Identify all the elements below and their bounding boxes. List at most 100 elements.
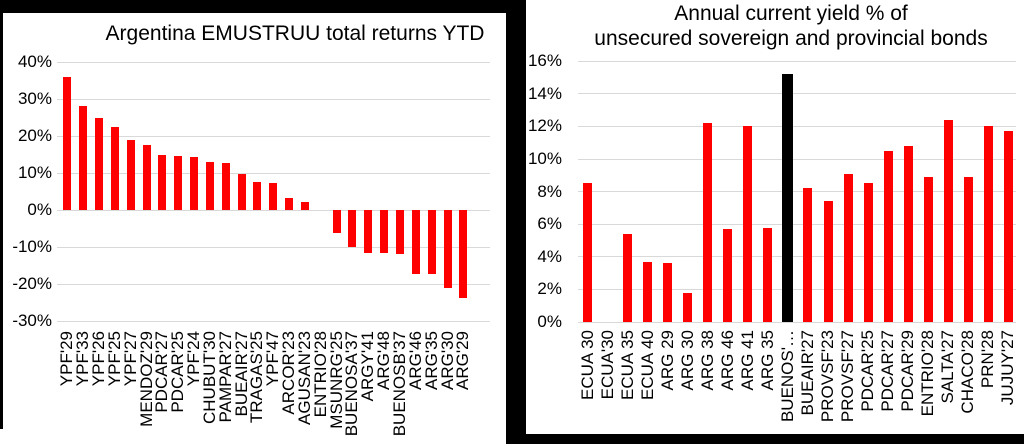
gridline xyxy=(578,93,1016,95)
y-axis-label: 12% xyxy=(527,116,562,136)
x-axis-label: PDCAR'29 xyxy=(898,330,918,412)
gridline xyxy=(578,125,1016,127)
x-axis-label: ARG 46 xyxy=(717,330,737,391)
gridline xyxy=(57,246,490,248)
bar-PDCAR'29 xyxy=(903,146,913,322)
bar-YPF'26 xyxy=(95,118,103,210)
gridline xyxy=(57,209,490,211)
gridline xyxy=(578,223,1016,225)
bar-ECUA 35 xyxy=(623,234,633,322)
bar-ARG 29 xyxy=(663,263,673,322)
gridline xyxy=(57,61,490,63)
gridline xyxy=(578,321,1016,323)
bar-PDCAR'27 xyxy=(158,154,167,210)
bar-MSUNRG'25 xyxy=(332,210,341,233)
bar-ARG 35 xyxy=(763,227,773,322)
gridline xyxy=(57,98,490,100)
gridline xyxy=(57,283,490,285)
right-chart-title: Annual current yield % of unsecured sove… xyxy=(566,1,1016,51)
bar-AGUSAN'23 xyxy=(300,201,309,210)
y-axis-label: 14% xyxy=(527,83,562,103)
bar-ARG'48 xyxy=(380,210,389,253)
y-axis-label: 40% xyxy=(17,52,52,71)
border-left-strip xyxy=(0,0,3,429)
x-axis-label: BUENOS'… xyxy=(777,330,797,423)
gridline xyxy=(578,288,1016,290)
x-axis-label: ECUA 40 xyxy=(637,330,657,400)
x-axis-label: PROVSF'23 xyxy=(818,330,837,423)
bar-TRAGAS'25 xyxy=(253,181,262,210)
x-axis-label: ARG 30 xyxy=(677,330,697,391)
gridline xyxy=(57,320,490,322)
x-axis-label: ARG'29 xyxy=(453,331,473,390)
x-axis-label: PROVSF'27 xyxy=(838,330,857,423)
bar-CHUBUT'30 xyxy=(205,161,214,210)
y-axis-label: 2% xyxy=(537,279,562,299)
bar-YPF'29 xyxy=(63,76,72,210)
right-chart-title-line1: Annual current yield % of xyxy=(674,2,908,25)
y-axis-label: 10% xyxy=(17,163,52,182)
x-axis-label: ECUA'30 xyxy=(597,330,617,400)
x-axis-label: ARG 35 xyxy=(757,330,777,391)
y-axis-label: 4% xyxy=(537,246,562,266)
bar-PDCAR'25 xyxy=(863,183,873,322)
x-axis-label: PDCAR'27 xyxy=(878,330,898,412)
y-axis-label: 8% xyxy=(537,181,562,201)
bar-BUENOS'… xyxy=(782,74,794,322)
bar-ARGY'41 xyxy=(364,210,373,253)
gridline xyxy=(57,172,490,174)
bar-SALTA'27 xyxy=(943,119,953,322)
y-axis-label: 0% xyxy=(27,200,52,219)
x-axis-label: SALTA'27 xyxy=(938,330,958,404)
x-axis-label: PDCAR'25 xyxy=(858,330,878,412)
x-axis-label: ENTRIO'28 xyxy=(918,330,938,417)
bar-BUENOSA'37 xyxy=(348,210,357,247)
x-axis-label: ARG 29 xyxy=(657,330,677,391)
bar-PROVSF'23 xyxy=(823,201,833,322)
y-axis-label: 20% xyxy=(17,126,52,145)
y-axis-label: 30% xyxy=(17,89,52,108)
x-axis-label: ARG 38 xyxy=(697,330,717,391)
bar-BUEAIR'27 xyxy=(237,173,246,210)
bar-YPF'47 xyxy=(269,182,278,210)
y-axis-label: 6% xyxy=(537,214,562,234)
bar-ECUA 30 xyxy=(583,183,592,322)
x-axis-label: ECUA 30 xyxy=(577,330,597,400)
bar-PAMPAR'27 xyxy=(221,163,230,210)
bar-ARG'29 xyxy=(459,210,468,299)
bar-ARG 46 xyxy=(723,229,733,322)
x-axis-label: BUEAIR'27 xyxy=(797,330,817,416)
bar-ARG'46 xyxy=(411,210,420,274)
bar-YPF'33 xyxy=(79,106,88,210)
border-bottom-strip xyxy=(506,434,1024,444)
bar-JUJUY'27 xyxy=(1003,131,1013,322)
left-chart-title: Argentina EMUSTRUU total returns YTD xyxy=(105,22,485,45)
bar-ENTRIO'28 xyxy=(923,176,933,322)
y-axis-label: -20% xyxy=(12,274,52,293)
bar-ARG 30 xyxy=(683,292,693,322)
y-axis-label: 0% xyxy=(537,312,562,331)
gridline xyxy=(578,256,1016,258)
y-axis-label: 16% xyxy=(527,51,562,71)
bar-YPF'24 xyxy=(190,156,198,210)
bar-PRN'28 xyxy=(983,126,993,322)
gridline xyxy=(578,191,1016,193)
bar-PDCAR'25 xyxy=(174,155,183,210)
x-axis-label: PRN'28 xyxy=(978,330,998,389)
y-axis-label: -10% xyxy=(12,237,52,256)
x-axis-label: ARG 41 xyxy=(737,330,757,391)
chart-divider xyxy=(506,0,526,444)
gridline xyxy=(578,158,1016,160)
gridline xyxy=(57,135,490,137)
bar-ARG'35 xyxy=(427,210,436,275)
y-axis-label: -30% xyxy=(12,311,52,330)
x-axis-label: JUJUY'27 xyxy=(998,330,1018,406)
bar-MENDOZ'29 xyxy=(142,144,151,210)
border-top-strip xyxy=(0,0,521,13)
bar-CHACO'28 xyxy=(963,176,973,322)
bar-YPF'27 xyxy=(126,139,135,210)
bar-ARG 38 xyxy=(703,123,713,322)
bar-PROVSF'27 xyxy=(843,173,853,322)
bar-YPF'25 xyxy=(110,126,119,211)
